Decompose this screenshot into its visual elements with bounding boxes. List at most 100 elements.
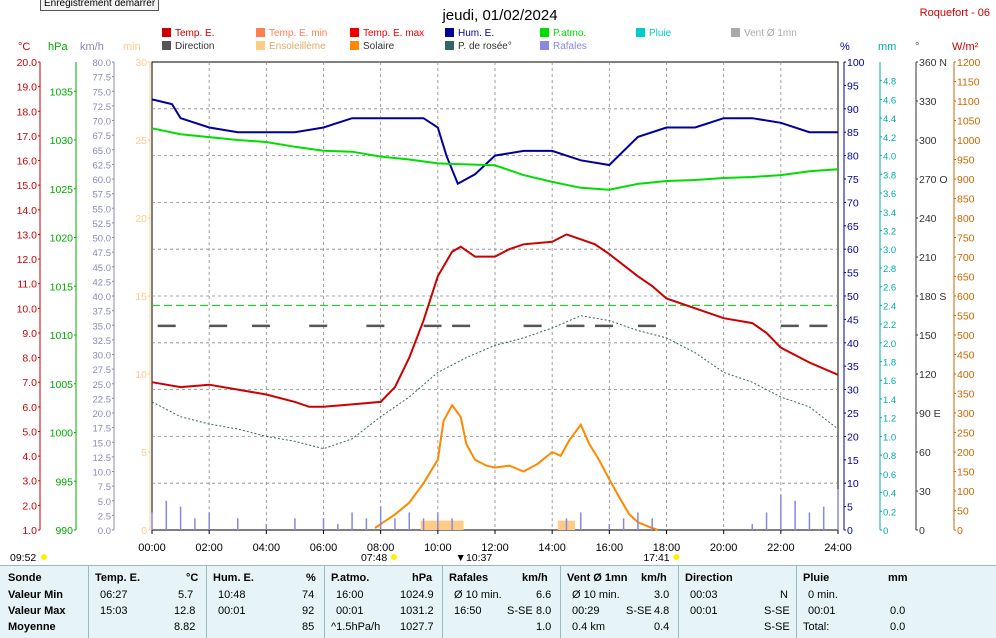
x-tick-label: 14:00	[538, 542, 566, 554]
x-tick-label: 02:00	[195, 542, 223, 554]
y-tick-label: 22.5	[93, 394, 112, 405]
y-tick-label: 1050	[957, 116, 981, 128]
y-tick-label: 7.0	[22, 377, 37, 389]
row-label-max: Valeur Max	[8, 605, 66, 617]
y-tick-label: 25.0	[93, 380, 112, 391]
y-tick-label: 2.6	[883, 283, 896, 294]
sunrise-label: 07:48	[361, 552, 387, 564]
y-tick-label: 10	[135, 369, 147, 381]
direction-avg: S-SE	[764, 621, 790, 633]
legend-label: Temp. E. max	[363, 28, 424, 39]
patmo-unit-label: hPa	[412, 572, 433, 584]
y-tick-label: 7.5	[98, 482, 111, 493]
series-line	[151, 233, 839, 408]
y-tick-label: 16.0	[17, 156, 38, 168]
y-tick-label: 850	[957, 194, 975, 206]
series-group	[151, 98, 839, 531]
hum-unit-label: %	[306, 572, 316, 584]
y-tick-label: 0	[847, 525, 853, 537]
y-tick-label: 65.0	[93, 146, 112, 157]
y-tick-label: 2.0	[883, 339, 896, 350]
y-tick-label: 50	[957, 506, 969, 518]
rafales-max: 8.0	[536, 605, 552, 617]
legend-swatch	[445, 28, 454, 37]
y-tick-label: 13.0	[17, 229, 38, 241]
pluie-unit-label: mm	[888, 572, 908, 584]
y-tick-label: 4.0	[883, 152, 896, 163]
y-tick-label: 20	[847, 431, 859, 443]
temp-min-time: 06:27	[100, 589, 128, 601]
y-tick-label: 27.5	[93, 365, 112, 376]
temp-unit-label: °C	[186, 572, 199, 584]
x-tick-label: 04:00	[253, 542, 281, 554]
col-divider	[796, 566, 797, 638]
vent-min-label: Ø 10 min.	[572, 589, 620, 601]
y-tick-label: 50.0	[93, 234, 112, 245]
x-tick-label: 12:00	[481, 542, 509, 554]
y-tick-label: 360 N	[919, 57, 947, 69]
y-tick-label: 30	[135, 57, 147, 69]
direction-title: Direction	[685, 572, 733, 584]
y-tick-label: 75.0	[93, 87, 112, 98]
y-tick-label: 70.0	[93, 117, 112, 128]
y-tick-label: 950	[957, 155, 975, 167]
sonde-title: Sonde	[8, 572, 42, 584]
y-tick-label: 1005	[50, 379, 74, 391]
y-tick-label: 6.0	[22, 402, 37, 414]
vent-avg: 0.4	[654, 621, 670, 633]
pluie-min-label: 0 min.	[808, 589, 838, 601]
y-tick-label: 60	[847, 244, 859, 256]
patmo-max-time: 00:01	[336, 605, 364, 617]
y-tick-label: 60	[919, 447, 931, 459]
y-tick-label: 0	[883, 526, 888, 537]
y-tick-label: 2.2	[883, 320, 896, 331]
y-tick-label: 1000	[957, 135, 981, 147]
legend-label: P. de rosée°	[458, 41, 512, 52]
wm2-unit: W/m²	[952, 41, 979, 53]
row-label-min: Valeur Min	[8, 589, 64, 601]
vent-distance: 0.4 km	[572, 621, 606, 633]
y-tick-label: 1.2	[883, 414, 896, 425]
direction-min-time: 00:03	[690, 589, 718, 601]
y-tick-label: 52.5	[93, 219, 112, 230]
legend-swatch	[540, 28, 549, 37]
y-tick-label: 1.0	[883, 432, 896, 443]
y-tick-label: 55.0	[93, 204, 112, 215]
y-tick-label: 90 E	[919, 408, 941, 420]
y-tick-label: 3.6	[883, 189, 896, 200]
legend-swatch	[162, 28, 171, 37]
y-tick-label: 0.0	[98, 526, 111, 537]
vent-min: 3.0	[654, 589, 670, 601]
y-tick-label: 250	[957, 428, 975, 440]
direction-min: N	[780, 589, 788, 601]
y-tick-label: 500	[957, 330, 975, 342]
y-tick-label: 450	[957, 350, 975, 362]
solar-noon-label: ▼10:37	[456, 552, 493, 564]
y-tick-label: 15	[135, 291, 147, 303]
legend-label: Vent Ø 1mn	[744, 28, 797, 39]
hum-title: Hum. E.	[213, 572, 254, 584]
y-tick-label: 3.2	[883, 226, 896, 237]
y-tick-label: 10	[847, 478, 859, 490]
y-tick-label: 1035	[50, 86, 74, 98]
x-axis: 00:00 02:00 04:00 06:00 08:00 10:00 12:00 14:00…	[138, 530, 852, 554]
y-tick-label: 35.0	[93, 321, 112, 332]
hum-min-time: 10:48	[218, 589, 246, 601]
y-tick-label: 20.0	[17, 57, 38, 69]
y-tick-label: 4.8	[883, 77, 896, 88]
temp-title: Temp. E.	[95, 572, 141, 584]
rafales-min: 6.6	[536, 589, 552, 601]
legend-label: Direction	[175, 41, 214, 52]
y-tick-label: 0	[141, 525, 147, 537]
y-tick-label: 995	[55, 476, 73, 488]
y-tick-label: 1030	[50, 135, 74, 147]
y-tick-label: 4.4	[883, 114, 896, 125]
hum-max-time: 00:01	[218, 605, 246, 617]
y-tick-label: 67.5	[93, 131, 112, 142]
temp-max: 12.8	[174, 605, 196, 617]
y-tick-label: 25	[847, 408, 859, 420]
y-tick-label: 4.6	[883, 95, 896, 106]
y-tick-label: 210	[919, 252, 937, 264]
legend-swatch	[256, 41, 265, 50]
pluie-max: 0.0	[890, 605, 906, 617]
